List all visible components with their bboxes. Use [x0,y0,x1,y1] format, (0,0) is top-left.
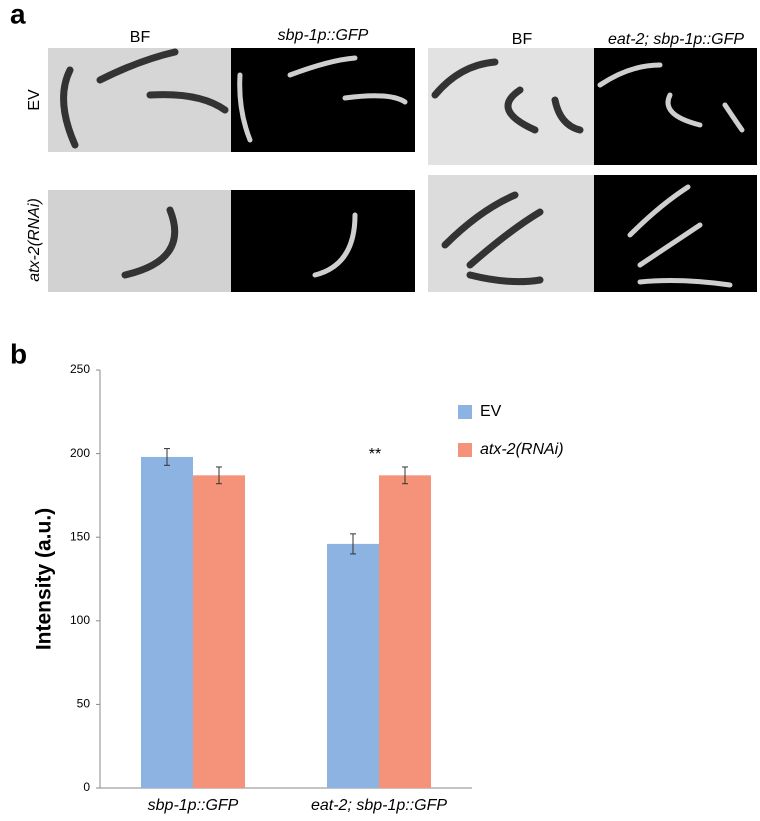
y-tick-label: 150 [70,529,90,543]
micrographs [48,48,757,292]
bar [193,475,245,788]
x-tick-label: sbp-1p::GFP [148,797,239,814]
bar [327,543,379,788]
y-tick-label: 50 [77,697,91,711]
y-tick-label: 200 [70,446,90,460]
y-tick-label: 0 [83,780,90,794]
y-axis-label: Intensity (a.u.) [33,508,56,650]
annotation: ** [369,446,381,463]
y-tick-label: 250 [70,362,90,376]
legend-label: atx-2(RNAi) [480,441,564,458]
bar [141,456,193,788]
column-header: sbp-1p::GFP [278,27,369,44]
panel-label: b [10,338,27,369]
column-header: BF [512,31,533,48]
column-header: BF [130,29,151,46]
legend-swatch [458,405,472,419]
column-header: eat-2; sbp-1p::GFP [608,31,744,48]
x-tick-label: eat-2; sbp-1p::GFP [311,797,447,814]
legend-label: EV [480,403,502,420]
row-label: EV [26,89,43,111]
row-label: atx-2(RNAi) [26,198,43,282]
panel-label: a [10,0,26,29]
bar [379,475,431,788]
legend-swatch [458,443,472,457]
y-tick-label: 100 [70,613,90,627]
